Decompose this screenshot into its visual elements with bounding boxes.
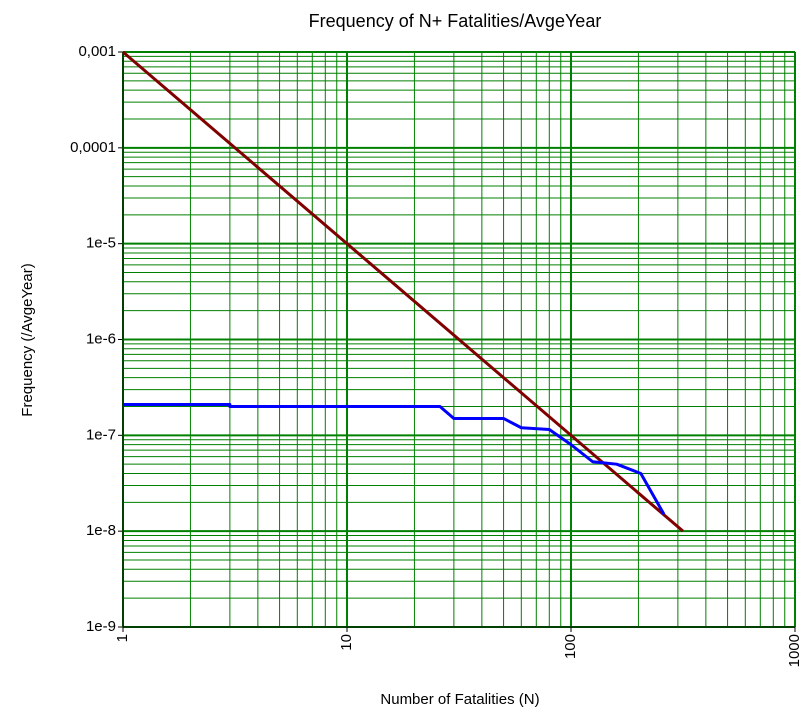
x-tick-label: 100 — [562, 634, 579, 659]
y-tick-label: 0,0001 — [70, 139, 116, 156]
data-line — [123, 402, 666, 516]
y-tick-label: 0,001 — [78, 43, 116, 60]
y-tick-label: 1e-8 — [86, 522, 116, 539]
y-tick-label: 1e-9 — [86, 618, 116, 635]
x-tick-label: 1000 — [786, 634, 803, 667]
chart-title: Frequency of N+ Fatalities/AvgeYear — [309, 11, 602, 31]
y-tick-label: 1e-7 — [86, 426, 116, 443]
y-tick-label: 1e-6 — [86, 330, 116, 347]
x-tick-label: 1 — [114, 634, 131, 642]
y-tick-label: 1e-5 — [86, 235, 116, 252]
x-axis-label: Number of Fatalities (N) — [380, 691, 539, 708]
y-axis-label: Frequency (/AvgeYear) — [19, 263, 36, 416]
data-line — [122, 50, 684, 533]
x-tick-label: 10 — [338, 634, 355, 651]
